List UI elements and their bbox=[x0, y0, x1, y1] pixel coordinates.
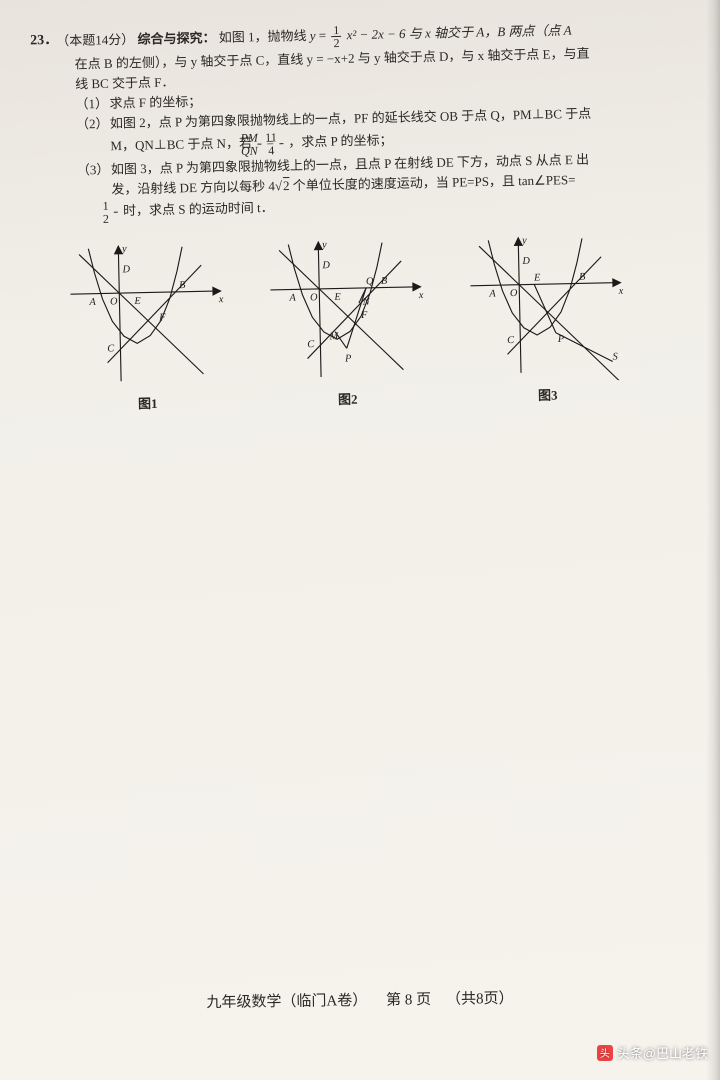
svg-text:C: C bbox=[107, 343, 114, 354]
figures-row: y x O A B C D E F 图1 bbox=[54, 230, 638, 416]
svg-text:x: x bbox=[218, 294, 224, 305]
svg-text:E: E bbox=[533, 272, 541, 283]
p2-l2a: M，QN⊥BC 于点 N，若 bbox=[110, 135, 255, 153]
svg-text:B: B bbox=[179, 280, 186, 291]
svg-text:M: M bbox=[328, 331, 339, 342]
svg-text:F: F bbox=[360, 310, 368, 321]
points-label: （本题14分） bbox=[56, 32, 138, 49]
formula-tail: x² − 2x − 6 与 x 轴交于 A，B 两点（点 A bbox=[346, 23, 571, 43]
part2-num: （2） bbox=[76, 114, 110, 135]
svg-text:x: x bbox=[418, 290, 424, 301]
watermark-text: 头条@巴山老铁 bbox=[617, 1043, 708, 1062]
p3-l3b: 时，求点 S 的运动时间 t． bbox=[123, 200, 274, 218]
figure-3-caption: 图3 bbox=[458, 384, 638, 408]
p3-l2b: 个单位长度的速度运动，当 PE=PS，且 tan∠PES= bbox=[293, 172, 576, 193]
figure-3-svg: y x O A B C D E P S bbox=[454, 230, 637, 384]
svg-text:O: O bbox=[510, 288, 518, 299]
svg-text:P: P bbox=[557, 334, 565, 345]
part1-text: 求点 F 的坐标； bbox=[109, 94, 201, 111]
figure-3: y x O A B C D E P S 图3 bbox=[454, 230, 638, 408]
frac-pm-qn: PM QN bbox=[255, 131, 264, 156]
sqrt-2: 2 bbox=[282, 178, 290, 193]
watermark-icon: 头 bbox=[597, 1045, 613, 1061]
svg-text:A: A bbox=[288, 292, 296, 303]
figure-2: y x O A B C D E F Q N M P 图2 bbox=[254, 234, 438, 412]
svg-text:E: E bbox=[133, 296, 141, 307]
heading: 综合与探究： bbox=[137, 30, 215, 47]
page-footer: 九年级数学（临门A卷） 第 8 页 （共8页） bbox=[0, 984, 720, 1015]
p3-l2a: 发，沿射线 DE 方向以每秒 4 bbox=[111, 178, 275, 196]
svg-text:E: E bbox=[333, 292, 341, 303]
svg-text:B: B bbox=[381, 276, 388, 287]
figure-1-caption: 图1 bbox=[58, 392, 238, 416]
svg-text:Q: Q bbox=[366, 276, 374, 287]
svg-text:A: A bbox=[88, 297, 96, 308]
frac-half: 1 2 bbox=[329, 24, 344, 49]
svg-text:D: D bbox=[321, 260, 330, 271]
formula-y: y bbox=[310, 28, 316, 43]
footer-title: 九年级数学（临门A卷） bbox=[206, 993, 367, 1011]
svg-text:C: C bbox=[507, 335, 514, 346]
figure-1-svg: y x O A B C D E F bbox=[54, 238, 237, 392]
svg-text:x: x bbox=[618, 286, 624, 297]
footer-page: 第 8 页 bbox=[386, 992, 431, 1009]
exam-page: 23． （本题14分） 综合与探究： 如图 1，抛物线 y = 1 2 x² −… bbox=[0, 0, 720, 1080]
watermark: 头 头条@巴山老铁 bbox=[597, 1043, 708, 1062]
svg-text:A: A bbox=[488, 288, 496, 299]
svg-text:C: C bbox=[307, 339, 314, 350]
svg-text:O: O bbox=[110, 296, 118, 307]
svg-text:D: D bbox=[121, 264, 130, 275]
svg-text:D: D bbox=[521, 256, 530, 267]
stem-text-1: 如图 1，抛物线 bbox=[219, 28, 310, 45]
formula-eq: = bbox=[319, 28, 330, 43]
svg-text:y: y bbox=[321, 239, 327, 250]
question-block: 23． （本题14分） 综合与探究： 如图 1，抛物线 y = 1 2 x² −… bbox=[50, 17, 698, 416]
svg-text:y: y bbox=[121, 244, 127, 255]
frac-11-4: 11 4 bbox=[277, 131, 286, 156]
figure-2-svg: y x O A B C D E F Q N M P bbox=[254, 234, 437, 388]
footer-total: （共8页） bbox=[446, 991, 514, 1008]
frac-1-2: 1 2 bbox=[112, 199, 121, 224]
svg-text:S: S bbox=[612, 351, 617, 362]
page-edge-shadow bbox=[706, 0, 720, 1080]
part1-num: （1） bbox=[75, 94, 109, 115]
part3-num: （3） bbox=[77, 159, 111, 180]
svg-text:P: P bbox=[344, 353, 352, 364]
question-number: 23． bbox=[30, 30, 58, 52]
figure-1: y x O A B C D E F 图1 bbox=[54, 238, 238, 416]
svg-text:N: N bbox=[362, 297, 371, 308]
svg-text:O: O bbox=[310, 292, 318, 303]
figure-2-caption: 图2 bbox=[258, 388, 438, 412]
p2-l2c: ，求点 P 的坐标； bbox=[288, 132, 393, 149]
svg-text:B: B bbox=[579, 271, 586, 282]
svg-text:y: y bbox=[521, 235, 527, 246]
svg-text:F: F bbox=[158, 312, 166, 323]
